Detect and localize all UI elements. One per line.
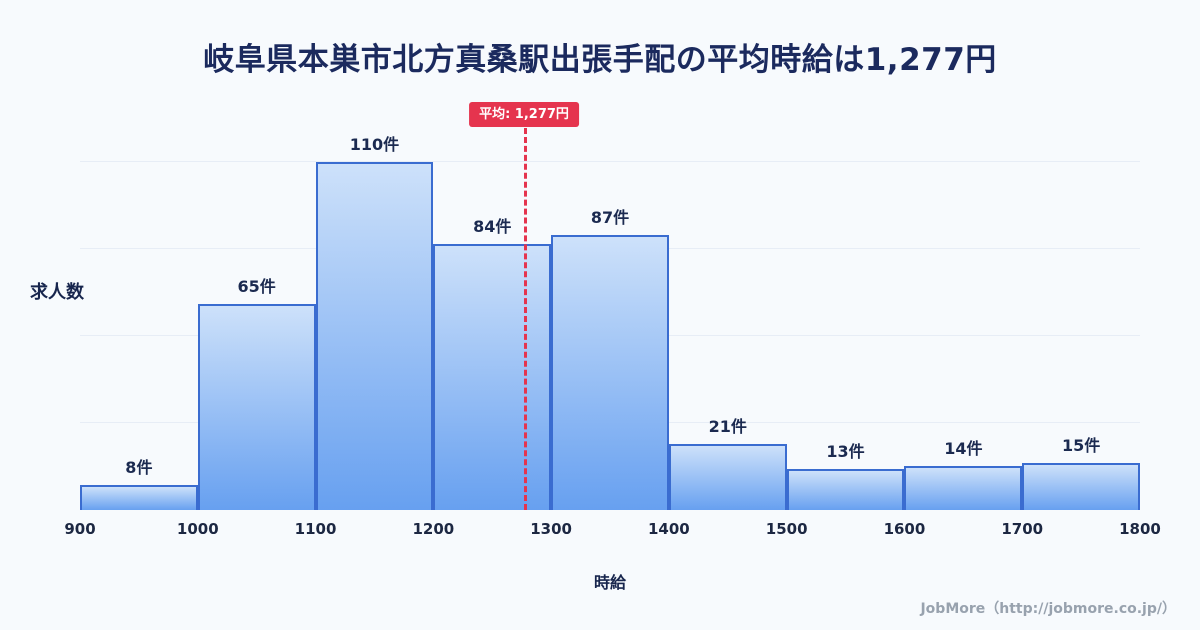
y-axis-label: 求人数	[30, 282, 84, 303]
histogram-bar	[1022, 463, 1140, 510]
x-tick-label: 1800	[1119, 520, 1161, 538]
footer-credit: JobMore（http://jobmore.co.jp/）	[920, 601, 1176, 617]
bar-value-label: 65件	[237, 277, 276, 296]
page-title: 岐阜県本巣市北方真桑駅出張手配の平均時給は1,277円	[203, 42, 997, 78]
x-tick-label: 900	[64, 520, 96, 538]
bar-value-label: 21件	[708, 417, 747, 436]
x-axis-label: 時給	[593, 573, 626, 592]
histogram-bar	[668, 444, 787, 510]
average-badge: 平均: 1,277円	[469, 102, 579, 127]
histogram-bar	[80, 485, 198, 510]
bar-value-label: 13件	[826, 442, 865, 461]
histogram-bar	[433, 244, 552, 510]
gridline	[80, 161, 1140, 162]
histogram-bar	[315, 162, 434, 510]
histogram-bar	[786, 469, 905, 510]
x-tick-label: 1700	[1001, 520, 1044, 538]
histogram-bar	[904, 466, 1023, 510]
bar-value-label: 14件	[944, 439, 983, 458]
bar-value-label: 87件	[590, 208, 630, 227]
x-tick-label: 1600	[883, 520, 926, 538]
histogram-bar	[197, 304, 316, 510]
x-tick-label: 1300	[530, 520, 572, 538]
x-tick-label: 1400	[648, 520, 690, 538]
x-tick-label: 1200	[412, 520, 455, 538]
chart-plot-area: 平均: 1,277円 8件 65件 110件 84件 87件 21件 13件 14件 15件 90…	[64, 102, 1161, 538]
average-line	[524, 128, 528, 510]
x-tick-label: 1500	[765, 520, 808, 538]
histogram-bar	[551, 235, 669, 510]
bar-value-label: 15件	[1061, 436, 1101, 455]
x-tick-label: 1100	[294, 520, 337, 538]
x-tick-label: 1000	[176, 520, 219, 538]
bar-value-label: 8件	[125, 458, 153, 477]
bar-value-label: 110件	[349, 135, 400, 154]
bar-value-label: 84件	[473, 217, 512, 236]
